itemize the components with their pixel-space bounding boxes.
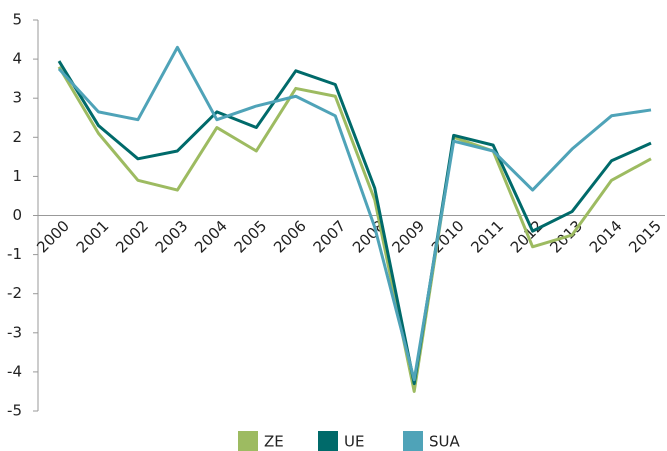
x-tick-label: 2007 — [310, 217, 350, 257]
y-tick-label: 2 — [12, 128, 22, 146]
y-tick-label: -4 — [7, 362, 22, 380]
x-tick-label: 2009 — [388, 217, 428, 257]
line-series — [57, 66, 652, 393]
x-tick-label: 2011 — [467, 217, 507, 257]
x-tick-label: 2005 — [231, 217, 271, 257]
x-tick-label: 2001 — [73, 217, 113, 257]
y-tick-label: -5 — [7, 402, 22, 420]
y-tick-label: 5 — [12, 11, 22, 29]
y-tick-label: -2 — [7, 284, 22, 302]
x-tick-label: 2012 — [507, 217, 547, 257]
x-tick-label: 2015 — [625, 217, 665, 257]
x-tick-label: 2002 — [112, 217, 152, 257]
x-tick-label: 2003 — [152, 217, 192, 257]
x-tick-label: 2014 — [586, 217, 626, 257]
y-tick-label: 1 — [12, 167, 22, 185]
y-tick-label: 4 — [12, 50, 22, 68]
x-tick-label: 2004 — [191, 217, 231, 257]
y-tick-label: -3 — [7, 323, 22, 341]
legend-swatch — [403, 431, 423, 451]
y-tick-label: 0 — [12, 206, 22, 224]
y-tick-label: 3 — [12, 89, 22, 107]
legend-label: ZE — [264, 433, 284, 451]
legend-swatch — [318, 431, 338, 451]
x-tick-label: 2006 — [270, 217, 310, 257]
y-tick-label: -1 — [7, 245, 22, 263]
legend-label: UE — [344, 433, 364, 451]
legend-label: SUA — [429, 433, 461, 451]
legend-swatch — [238, 431, 258, 451]
x-tick-label: 2000 — [33, 217, 73, 257]
line-series — [57, 60, 652, 386]
line-series — [57, 45, 652, 382]
